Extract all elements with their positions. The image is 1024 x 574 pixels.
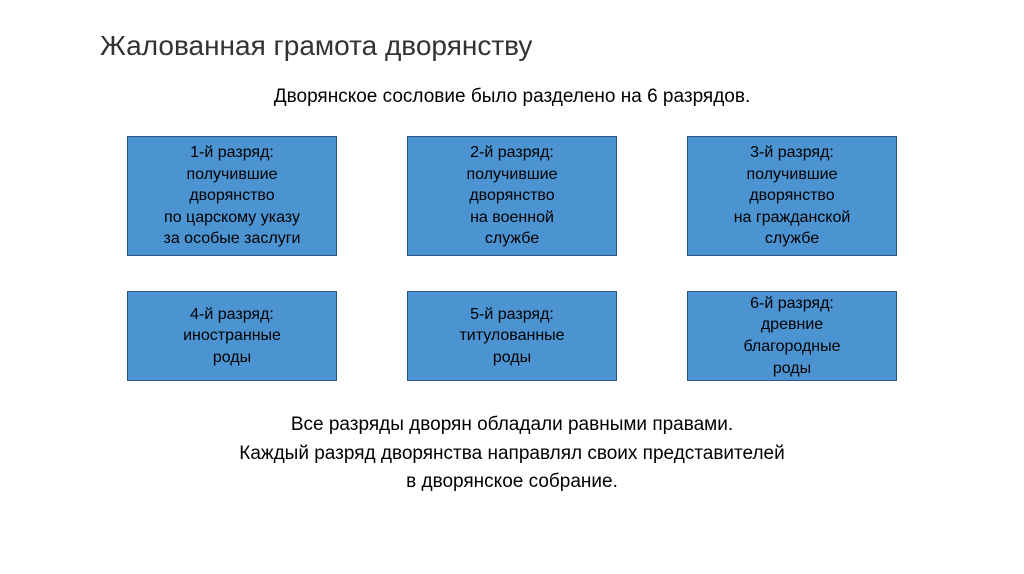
category-box-6: 6-й разряд: древние благородные роды	[687, 291, 897, 381]
footer-line: в дворянское собрание.	[60, 468, 964, 497]
box-text: благородные	[743, 336, 840, 358]
box-text: дворянство	[469, 185, 554, 207]
box-text: по царскому указу	[164, 207, 300, 229]
box-text: службе	[485, 228, 539, 250]
box-text: иностранные	[183, 325, 281, 347]
grid-row-2: 4-й разряд: иностранные роды 5-й разряд:…	[127, 291, 897, 381]
category-box-2: 2-й разряд: получившие дворянство на вое…	[407, 136, 617, 256]
box-text: 4-й разряд:	[190, 304, 274, 326]
box-text: 5-й разряд:	[470, 304, 554, 326]
page-title: Жалованная грамота дворянству	[60, 30, 964, 62]
category-box-4: 4-й разряд: иностранные роды	[127, 291, 337, 381]
box-text: за особые заслуги	[163, 228, 300, 250]
box-text: службе	[765, 228, 819, 250]
box-text: дворянство	[749, 185, 834, 207]
footer-line: Все разряды дворян обладали равными прав…	[60, 411, 964, 440]
box-text: на гражданской	[734, 207, 851, 229]
box-text: древние	[761, 314, 823, 336]
footer-line: Каждый разряд дворянства направлял своих…	[60, 440, 964, 469]
box-text: дворянство	[189, 185, 274, 207]
box-text: получившие	[187, 164, 278, 186]
box-text: роды	[493, 347, 531, 369]
grid-row-1: 1-й разряд: получившие дворянство по цар…	[127, 136, 897, 256]
category-box-5: 5-й разряд: титулованные роды	[407, 291, 617, 381]
box-text: роды	[213, 347, 251, 369]
box-text: 6-й разряд:	[750, 293, 834, 315]
box-text: титулованные	[459, 325, 564, 347]
box-text: 1-й разряд:	[190, 142, 274, 164]
category-box-3: 3-й разряд: получившие дворянство на гра…	[687, 136, 897, 256]
box-text: получившие	[467, 164, 558, 186]
subtitle: Дворянское сословие было разделено на 6 …	[60, 86, 964, 108]
footer-text: Все разряды дворян обладали равными прав…	[60, 411, 964, 497]
box-text: 2-й разряд:	[470, 142, 554, 164]
category-grid: 1-й разряд: получившие дворянство по цар…	[60, 136, 964, 381]
box-text: на военной	[470, 207, 554, 229]
box-text: 3-й разряд:	[750, 142, 834, 164]
category-box-1: 1-й разряд: получившие дворянство по цар…	[127, 136, 337, 256]
box-text: роды	[773, 358, 811, 380]
box-text: получившие	[747, 164, 838, 186]
